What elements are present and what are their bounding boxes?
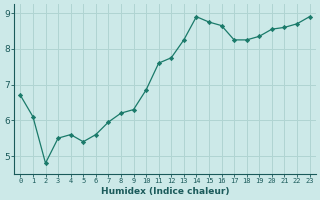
X-axis label: Humidex (Indice chaleur): Humidex (Indice chaleur) (101, 187, 229, 196)
